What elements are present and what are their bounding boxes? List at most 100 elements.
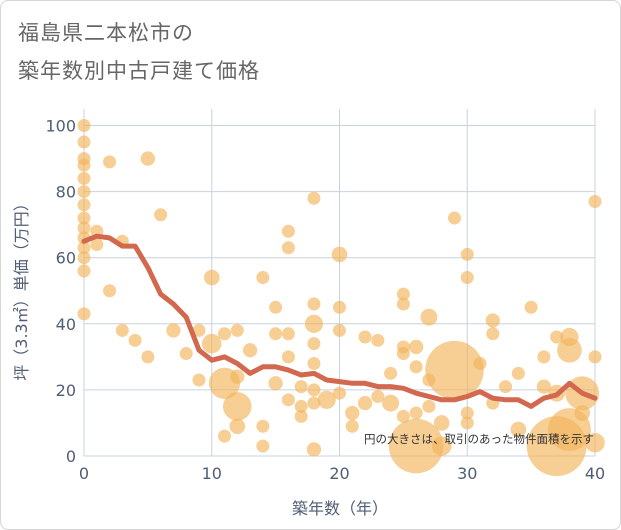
x-tick-label: 0 [79, 464, 89, 483]
bubble-point [396, 297, 410, 311]
bubble-point [223, 392, 252, 421]
bubble-point [317, 390, 336, 409]
y-tick-label: 20 [56, 381, 76, 400]
bubble-point [141, 350, 155, 364]
bubble-point [256, 439, 270, 453]
bubble-point [307, 356, 321, 370]
size-annotation: 円の大きさは、取引のあった物件面積を示す [364, 432, 594, 446]
x-tick-label: 10 [202, 464, 222, 483]
bubble-point [77, 221, 91, 235]
bubble-point [256, 271, 270, 285]
bubble-point [268, 376, 283, 391]
bubble-point [281, 393, 295, 407]
bubble-point [202, 333, 222, 354]
x-tick-label: 40 [585, 464, 605, 483]
bubble-point [294, 399, 308, 413]
bubble-point [588, 350, 602, 364]
bubble-point [524, 300, 538, 314]
bubble-point [384, 366, 398, 380]
bubble-point [90, 237, 104, 251]
bubble-point [140, 151, 156, 166]
bubble-point [585, 433, 605, 453]
bubble-point [230, 369, 245, 384]
bubble-point [388, 418, 444, 474]
grid-lines [83, 109, 596, 457]
bubble-point [269, 327, 283, 341]
bubble-point [192, 373, 206, 387]
bubble-point [536, 379, 552, 394]
bubble-point [537, 350, 551, 364]
bubble-point [218, 327, 232, 341]
bubble-point [396, 409, 410, 423]
bubble-point [431, 436, 452, 456]
bubble-point [460, 247, 474, 261]
x-tick-label: 30 [457, 464, 477, 483]
bubble-point [77, 251, 91, 265]
bubble-point [294, 380, 308, 394]
y-axis-ticks: 0 20 40 60 80 100 [45, 117, 76, 466]
bubble-point [420, 308, 438, 326]
bubble-point [77, 198, 91, 212]
bubble-point [77, 264, 91, 278]
bubble-point [103, 284, 117, 298]
bubble-point [203, 269, 220, 286]
bubble-point [333, 323, 346, 337]
y-axis-title: 坪（3.3㎡）単価（万円） [12, 195, 31, 380]
bubble-point [154, 208, 168, 222]
bubble-point [499, 380, 513, 394]
bubble-point [357, 395, 373, 411]
bubble-point [511, 366, 525, 380]
bubble-point [345, 405, 360, 421]
bubble-point [229, 418, 246, 435]
bubble-point [77, 241, 91, 255]
bubble-point [447, 211, 461, 225]
bubble-series [77, 119, 605, 476]
bubble-point [242, 343, 258, 358]
bubble-point [128, 333, 142, 347]
bubble-point [77, 135, 91, 149]
average-line-series [81, 233, 598, 409]
y-tick-label: 80 [56, 183, 76, 202]
bubble-point [77, 211, 91, 225]
bubble-point [371, 390, 385, 404]
bubble-point [557, 337, 582, 363]
bubble-point [307, 191, 321, 205]
y-tick-label: 0 [66, 447, 76, 466]
bubble-point [307, 337, 321, 351]
bubble-point [510, 421, 527, 438]
bubble-point [409, 360, 423, 374]
y-tick-label: 100 [45, 117, 76, 136]
bubble-point [77, 158, 91, 172]
bubble-point [333, 386, 346, 400]
bubble-point [485, 313, 500, 328]
bubble-point [396, 287, 410, 301]
bubble-point [77, 171, 91, 185]
bubble-point [179, 347, 193, 361]
x-axis-ticks: 0 10 20 30 40 [79, 464, 605, 483]
bubble-point [281, 241, 295, 255]
bubble-point [256, 419, 270, 433]
bubble-point [77, 119, 91, 133]
bubble-point [460, 416, 474, 430]
chart-title-line1: 福島県二本松市の [18, 21, 194, 45]
bubble-point [304, 314, 324, 333]
bubble-point [550, 330, 564, 344]
bubble-point [460, 406, 474, 420]
bubble-point [281, 224, 295, 238]
bubble-point [115, 323, 129, 337]
bubble-point [281, 350, 295, 364]
bubble-point [345, 419, 359, 433]
bubble-point [218, 429, 232, 443]
bubble-point [307, 297, 321, 311]
bubble-point [473, 356, 487, 370]
average-price-line [81, 233, 598, 409]
y-tick-label: 40 [56, 315, 76, 334]
bubble-point [574, 405, 591, 421]
bubble-point [333, 300, 346, 314]
bubble-point [486, 327, 500, 341]
bubble-point [294, 409, 308, 423]
bubble-point [382, 394, 400, 412]
bubble-point [409, 406, 423, 420]
bubble-point [422, 399, 436, 413]
